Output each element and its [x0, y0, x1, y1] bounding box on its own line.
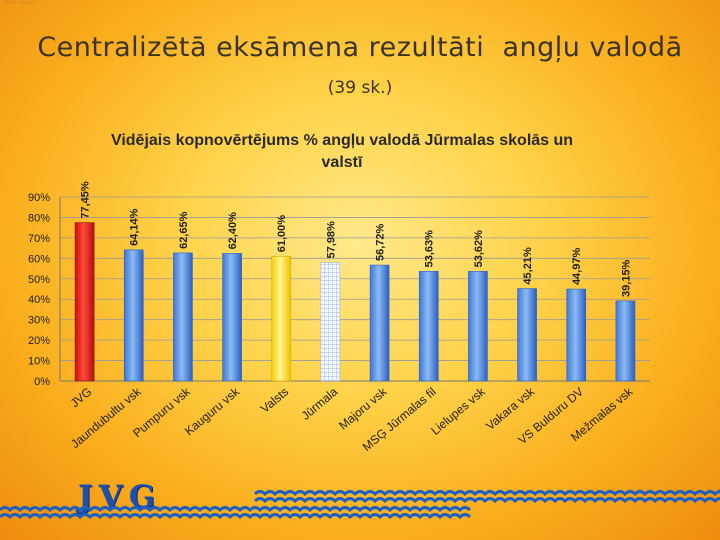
y-axis-ticks: 0% 10% 20% 30% 40% 50% 60% 70% 80% 90% [28, 192, 50, 388]
wave-line [0, 513, 472, 520]
y-tick-label: 40% [28, 294, 50, 306]
y-tick-label: 30% [28, 315, 50, 327]
data-label: 64,14% [129, 208, 141, 246]
bar [173, 252, 193, 382]
x-tick-label: JVG [68, 385, 95, 411]
slide-subtitle: (39 sk.) [327, 78, 393, 98]
data-label: 53,62% [473, 230, 485, 268]
y-tick-label: 20% [28, 335, 50, 347]
data-label: 44,97% [571, 248, 583, 286]
data-label: 45,21% [522, 247, 534, 285]
data-label: 57,98% [325, 221, 337, 259]
bar [566, 288, 587, 382]
bar [271, 255, 292, 382]
slide-title: Centralizētā eksāmena rezultāti angļu va… [37, 32, 683, 63]
x-tick-label: Lielupes vsk [428, 384, 488, 438]
watermark-text: Sight design [4, 0, 36, 6]
y-tick-label: 60% [28, 253, 50, 265]
y-tick-label: 70% [28, 233, 50, 245]
data-labels: 77,45% 64,14% 62,65% 62,40% 61,00% 57,98% 56,7… [80, 181, 633, 297]
y-tick-label: 90% [28, 192, 50, 204]
y-tick-label: 10% [28, 356, 50, 368]
data-label: 77,45% [80, 181, 92, 219]
chart-bars [74, 222, 636, 382]
bar [468, 271, 488, 382]
data-label: 56,72% [375, 224, 387, 262]
bar [74, 222, 95, 382]
wave-decoration [0, 490, 720, 520]
wave-line [0, 506, 472, 513]
bar [320, 262, 341, 382]
y-tick-label: 50% [28, 274, 50, 286]
bar-chart: Vidējais kopnovērtējums % angļu valodā J… [28, 132, 650, 454]
wave-line [253, 497, 720, 504]
chart-title-line: Vidējais kopnovērtējums % angļu valodā J… [111, 132, 573, 149]
y-tick-label: 80% [28, 212, 50, 224]
data-label: 53,63% [424, 230, 436, 268]
chart-title: Vidējais kopnovērtējums % angļu valodā J… [111, 132, 573, 171]
bar [418, 271, 439, 382]
data-label: 39,15% [620, 259, 632, 297]
x-tick-label: Jūrmala [299, 384, 341, 422]
data-label: 62,40% [227, 212, 239, 250]
data-label: 62,65% [178, 211, 190, 249]
bar [369, 264, 390, 382]
x-tick-label: Valsts [258, 385, 291, 416]
bar [615, 300, 636, 382]
wave-line [253, 490, 720, 497]
bar [517, 288, 537, 382]
chart-title-line: valstī [322, 154, 363, 171]
bar [222, 253, 242, 382]
x-tick-label: Kauguru vsk [182, 384, 243, 438]
y-tick-label: 0% [34, 376, 50, 388]
chart-gridlines [59, 196, 650, 382]
bar [123, 249, 144, 382]
data-label: 61,00% [276, 215, 288, 253]
